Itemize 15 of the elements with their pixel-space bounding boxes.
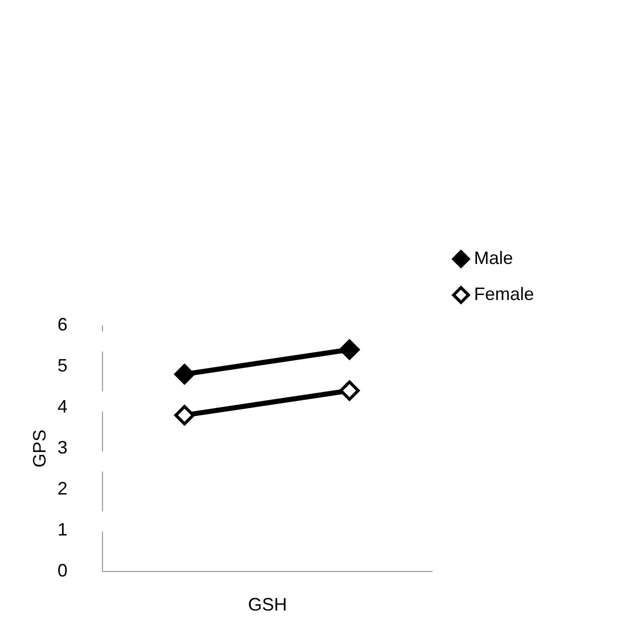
y-tick-label: 6 <box>57 314 68 334</box>
legend-label: Female <box>474 284 534 304</box>
point <box>339 339 360 360</box>
point <box>174 405 195 426</box>
point <box>174 364 195 384</box>
y-tick-label: 3 <box>57 438 68 458</box>
y-tick-label: 4 <box>57 396 68 416</box>
y-tick-label: 1 <box>57 520 68 540</box>
y-tick-label: 0 <box>57 560 68 580</box>
legend-label: Male <box>474 248 514 268</box>
point <box>339 380 360 401</box>
y-tick-label: 2 <box>57 478 68 498</box>
x-axis-title: GSH <box>248 594 288 614</box>
y-tick-label: 5 <box>57 356 68 376</box>
y-axis-title: GPS <box>29 429 50 468</box>
